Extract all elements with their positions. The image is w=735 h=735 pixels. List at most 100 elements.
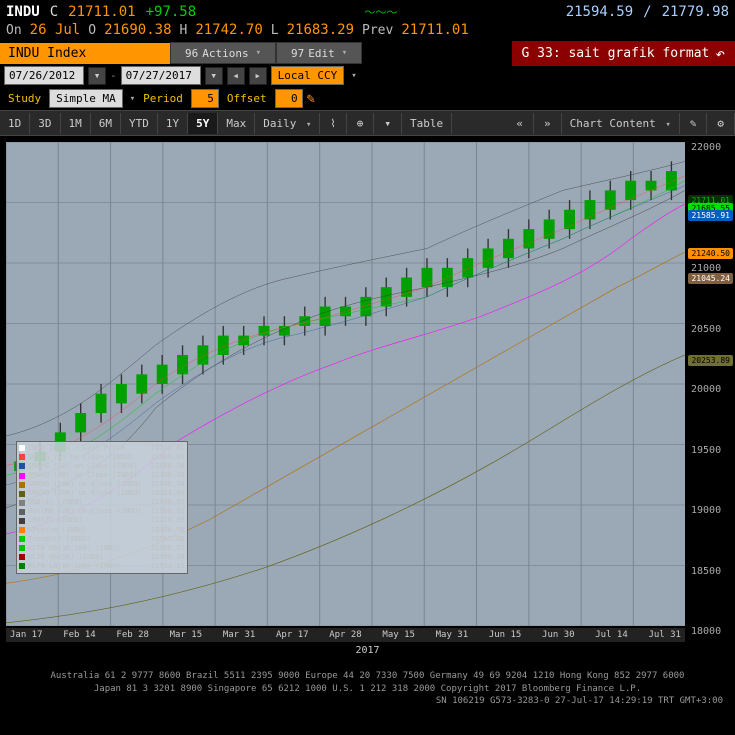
x-tick: Mar 31 — [223, 630, 256, 640]
legend-item[interactable]: INDU Index - Last Price21711.01 — [19, 444, 185, 453]
legend-item[interactable]: %Pierce (INDU) 23496.56 — [19, 526, 185, 535]
legend-swatch — [19, 463, 25, 469]
x-tick: May 31 — [436, 630, 469, 640]
date-value: 26 Jul — [30, 22, 81, 38]
x-tick: Mar 15 — [170, 630, 203, 640]
legend-item[interactable]: KLTN UB(10,100) (INDU)21685.55 — [19, 544, 185, 553]
low-label: L — [271, 23, 279, 38]
change-value: +97.58 — [146, 4, 197, 20]
table-button[interactable]: Table — [402, 113, 452, 134]
high-label: H — [180, 23, 188, 38]
gear-icon[interactable]: ⚙ — [707, 113, 735, 134]
pencil-icon[interactable]: ✎ — [307, 91, 315, 107]
on-label: On — [6, 23, 22, 38]
line-icon[interactable]: ⌇ — [320, 113, 346, 134]
timeframe-1m[interactable]: 1M — [61, 113, 91, 134]
timeframe-max[interactable]: Max — [218, 113, 255, 134]
legend-value: 21606.58 — [145, 462, 185, 471]
range-high: 21779.98 — [662, 4, 729, 20]
nav-«[interactable]: « — [506, 113, 534, 134]
legend-label: %Pierce (INDU) — [28, 526, 87, 535]
legend-value: 23496.56 — [145, 526, 185, 535]
currency-selector[interactable]: Local CCY — [271, 66, 345, 85]
x-tick: Feb 14 — [63, 630, 96, 640]
legend-item[interactable]: KLTN LB(10,100) (INDU)21513.13 — [19, 562, 185, 571]
legend-value: 21270.90 — [145, 516, 185, 525]
price-tag: 21240.50 — [688, 248, 733, 259]
legend-item[interactable]: SMAVG (200) on Close (INDU)20253.89 — [19, 489, 185, 498]
nav-»[interactable]: » — [534, 113, 562, 134]
offset-input[interactable]: 0 — [275, 89, 303, 108]
legend-label: UBB(2) (INDU) — [28, 498, 83, 507]
legend-item[interactable]: TrendStr (INDU)21507.68 — [19, 535, 185, 544]
period-label: Period — [139, 90, 187, 107]
legend-item[interactable]: SMAVG (5) on Close (INDU)21685.89 — [19, 453, 185, 462]
timeframe-6m[interactable]: 6M — [91, 113, 121, 134]
timeframe-toolbar: 1D3D1M6MYTD1Y5YMaxDaily ▾⌇⊕▾Table «»Chart… — [0, 110, 735, 136]
x-tick: May 15 — [382, 630, 415, 640]
date-next-button[interactable]: ▸ — [249, 67, 267, 85]
legend-value: 21045.24 — [145, 480, 185, 489]
tools-dropdown[interactable]: ▾ — [374, 113, 402, 134]
edit-button[interactable]: 97 Edit ▾ — [276, 42, 362, 64]
date-to-input[interactable]: 07/27/2017 — [121, 66, 201, 85]
date-prev-button[interactable]: ◂ — [227, 67, 245, 85]
date-to-dropdown[interactable]: ▾ — [205, 67, 223, 85]
actions-button[interactable]: 96 Actions ▾ — [170, 42, 276, 64]
timeframe-1y[interactable]: 1Y — [158, 113, 188, 134]
actions-label: Actions — [202, 47, 248, 60]
legend-swatch — [19, 482, 25, 488]
study-selector[interactable]: Simple MA — [49, 89, 123, 108]
chart-legend[interactable]: INDU Index - Last Price21711.01SMAVG (5)… — [16, 441, 188, 574]
open-value: 21690.38 — [104, 22, 171, 38]
date-from-input[interactable]: 07/26/2012 — [4, 66, 84, 85]
x-tick: Apr 17 — [276, 630, 309, 640]
undo-icon[interactable]: ↶ — [715, 44, 725, 63]
timeframe-1d[interactable]: 1D — [0, 113, 30, 134]
offset-label: Offset — [223, 90, 271, 107]
legend-item[interactable]: UBB(2) (INDU)21848.82 — [19, 498, 185, 507]
date-from-dropdown[interactable]: ▾ — [88, 67, 106, 85]
legend-swatch — [19, 454, 25, 460]
legend-item[interactable]: KLTN MA(10) (INDU)21599.34 — [19, 553, 185, 562]
legend-swatch — [19, 536, 25, 542]
chart-container: INDU Index - Last Price21711.01SMAVG (5)… — [0, 136, 735, 666]
legend-item[interactable]: SMAVG (100) on Close (INDU)21045.24 — [19, 480, 185, 489]
timeframe-5y[interactable]: 5Y — [188, 113, 218, 134]
low-value: 21683.29 — [287, 22, 354, 38]
price-tag: 21045.24 — [688, 273, 733, 284]
prev-value: 21711.01 — [401, 22, 468, 38]
legend-value: 21513.13 — [145, 562, 185, 571]
x-tick: Jul 14 — [595, 630, 628, 640]
symbol: INDU — [6, 4, 40, 20]
chart-plot-area[interactable]: INDU Index - Last Price21711.01SMAVG (5)… — [6, 142, 685, 626]
legend-item[interactable]: LBB(2) (INDU)21270.90 — [19, 516, 185, 525]
ticker-input[interactable]: INDU Index — [0, 43, 170, 64]
interval-selector[interactable]: Daily ▾ — [255, 113, 320, 134]
legend-swatch — [19, 491, 25, 497]
error-banner: G 33: sait grafik format ↶ — [512, 41, 735, 66]
legend-item[interactable]: SMAVG (30) on Close (INDU)21346.50 — [19, 471, 185, 480]
legend-swatch — [19, 445, 25, 451]
price-tag: 21585.91 — [688, 210, 733, 221]
close-label: C — [50, 4, 58, 20]
legend-label: SMAVG (200) on Close (INDU) — [28, 489, 142, 498]
chart-content-button[interactable]: Chart Content ▾ — [562, 113, 680, 134]
chevron-down-icon: ▾ — [342, 48, 347, 58]
terminal-footer: Australia 61 2 9777 8600 Brazil 5511 239… — [0, 666, 735, 712]
error-text: G 33: sait grafik format — [522, 46, 710, 61]
legend-label: KLTN MA(10) (INDU) — [28, 553, 104, 562]
x-tick: Jul 31 — [648, 630, 681, 640]
timeframe-3d[interactable]: 3D — [30, 113, 60, 134]
timeframe-ytd[interactable]: YTD — [121, 113, 158, 134]
annotate-icon[interactable]: ✎ — [680, 113, 708, 134]
x-tick: Jun 15 — [489, 630, 522, 640]
legend-item[interactable]: SMAVG (10) on Close (INDU)21606.58 — [19, 462, 185, 471]
range-low: 21594.59 — [566, 4, 633, 20]
period-input[interactable]: 5 — [191, 89, 219, 108]
legend-label: BollMA (20) on Close (INDU) — [28, 507, 142, 516]
legend-value: 21346.50 — [145, 471, 185, 480]
chevron-down-icon: ▾ — [351, 71, 356, 81]
legend-item[interactable]: BollMA (20) on Close (INDU)21506.92 — [19, 507, 185, 516]
crosshair-icon[interactable]: ⊕ — [347, 113, 375, 134]
